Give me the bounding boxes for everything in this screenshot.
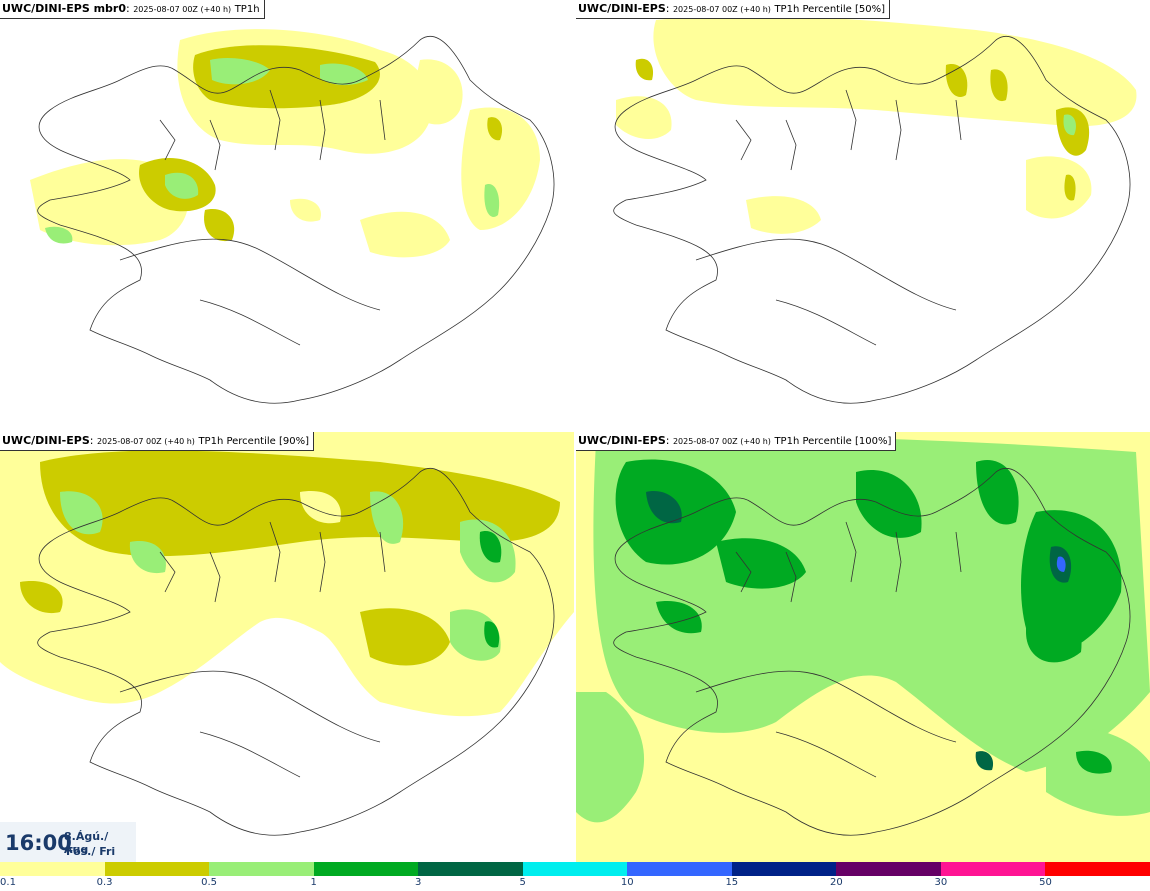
panel-title: UWC/DINI-EPS: 2025-08-07 00Z (+40 h) TP1… xyxy=(0,432,314,451)
precip-field xyxy=(576,432,1150,862)
legend-swatch xyxy=(627,862,732,876)
legend-swatch xyxy=(836,862,941,876)
panel-title: UWC/DINI-EPS mbr0: 2025-08-07 00Z (+40 h… xyxy=(0,0,265,19)
legend-label: 0.1 xyxy=(0,877,16,888)
legend-label: 5 xyxy=(519,877,526,888)
legend-label: 20 xyxy=(829,877,843,888)
valid-date: 8.Ágú./ Aug xyxy=(64,830,109,856)
map-panel-mbr0: UWC/DINI-EPS mbr0: 2025-08-07 00Z (+40 h… xyxy=(0,0,574,430)
legend-swatch xyxy=(104,862,210,876)
precip-map-p100 xyxy=(576,432,1150,862)
legend-swatch xyxy=(313,862,419,876)
legend-label: 30 xyxy=(934,877,948,888)
legend-swatch xyxy=(1045,862,1150,876)
color-legend: 0.1 0.3 0.5 1 3 5 10 15 20 30 50 xyxy=(0,862,1150,891)
field-name: TP1h xyxy=(234,4,260,15)
model-name: UWC/DINI-EPS xyxy=(578,434,666,447)
map-panel-p50: UWC/DINI-EPS: 2025-08-07 00Z (+40 h) TP1… xyxy=(576,0,1150,430)
map-panel-p100: UWC/DINI-EPS: 2025-08-07 00Z (+40 h) TP1… xyxy=(576,432,1150,862)
legend-label: 15 xyxy=(725,877,739,888)
model-name: UWC/DINI-EPS xyxy=(578,2,666,15)
legend-label: 0.3 xyxy=(96,877,113,888)
iceland-coastline xyxy=(37,468,555,836)
legend-swatch xyxy=(0,862,105,876)
field-name: TP1h Percentile [100%] xyxy=(774,436,892,447)
model-name: UWC/DINI-EPS xyxy=(2,2,90,15)
valid-weekday: Fös./ Fri xyxy=(66,845,116,858)
legend-swatch xyxy=(209,862,314,876)
iceland-coastline xyxy=(37,36,555,404)
panel-title: UWC/DINI-EPS: 2025-08-07 00Z (+40 h) TP1… xyxy=(576,432,897,451)
legend-label: 1 xyxy=(310,877,317,888)
run-time: 2025-08-07 00Z (+40 h) xyxy=(133,5,232,14)
legend-label: 0.5 xyxy=(201,877,218,888)
field-name: TP1h Percentile [90%] xyxy=(198,436,309,447)
precip-map-p90 xyxy=(0,432,574,836)
precip-map-p50 xyxy=(613,15,1137,404)
iceland-coastline xyxy=(613,468,1131,836)
legend-swatch xyxy=(940,862,1046,876)
panel-title: UWC/DINI-EPS: 2025-08-07 00Z (+40 h) TP1… xyxy=(576,0,890,19)
model-name: UWC/DINI-EPS xyxy=(2,434,90,447)
legend-colorbar xyxy=(0,862,1150,876)
legend-label: 3 xyxy=(414,877,422,888)
map-panel-p90: UWC/DINI-EPS: 2025-08-07 00Z (+40 h) TP1… xyxy=(0,432,574,862)
run-time: 2025-08-07 00Z (+40 h) xyxy=(672,5,771,14)
member-name: mbr0 xyxy=(89,2,126,15)
precip-field xyxy=(0,432,574,717)
precip-field xyxy=(616,15,1137,234)
legend-swatch xyxy=(418,862,523,876)
legend-label: 10 xyxy=(620,877,634,888)
valid-time: 16:00 xyxy=(5,831,72,855)
run-time: 2025-08-07 00Z (+40 h) xyxy=(96,437,195,446)
panel-divider xyxy=(574,0,576,862)
field-name: TP1h Percentile [50%] xyxy=(774,4,885,15)
run-time: 2025-08-07 00Z (+40 h) xyxy=(672,437,771,446)
legend-swatch xyxy=(731,862,837,876)
legend-swatch xyxy=(522,862,628,876)
precip-map-mbr0 xyxy=(30,29,555,404)
iceland-coastline xyxy=(613,36,1131,404)
precip-field xyxy=(30,29,540,258)
legend-label: 50 xyxy=(1039,877,1052,888)
valid-time-box: 16:00 8.Ágú./ Aug Fös./ Fri xyxy=(0,822,136,862)
